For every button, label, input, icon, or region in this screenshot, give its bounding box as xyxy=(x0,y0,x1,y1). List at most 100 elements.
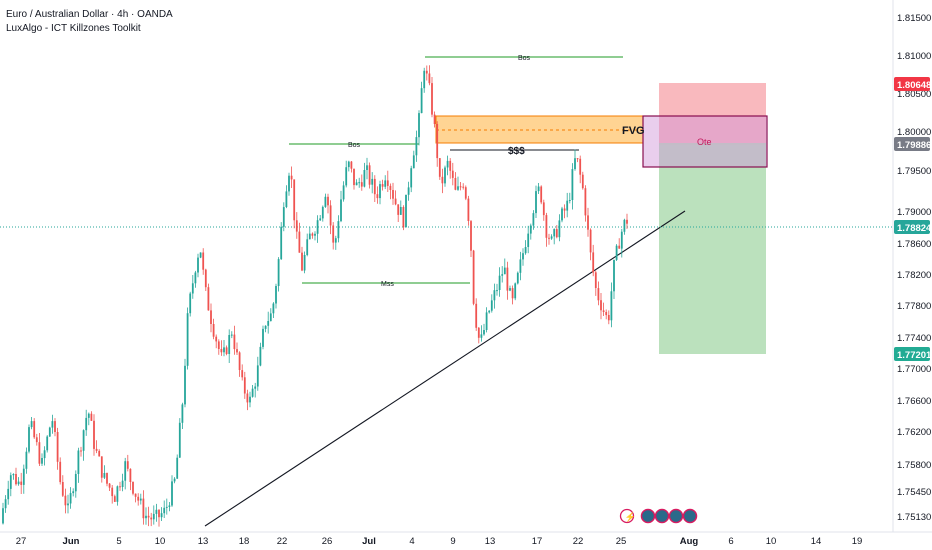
candle-body xyxy=(301,252,303,271)
candle-body xyxy=(28,427,30,452)
candle-body xyxy=(428,73,431,84)
candle-body xyxy=(145,515,147,519)
candle-body xyxy=(298,231,301,253)
economic-event-icon[interactable] xyxy=(682,508,698,524)
event-icons[interactable]: ⚡ xyxy=(619,508,698,524)
candle-body xyxy=(347,161,350,168)
candle-body xyxy=(64,495,67,506)
candle-body xyxy=(67,503,69,506)
candle-body xyxy=(111,487,114,497)
candle-body xyxy=(152,513,155,520)
candle-body xyxy=(90,413,93,421)
candle-body xyxy=(2,508,4,524)
candle-body xyxy=(477,327,480,338)
candle-body xyxy=(46,436,49,451)
candle-body xyxy=(124,461,127,481)
candle-body xyxy=(405,194,407,228)
svg-text:1.79886: 1.79886 xyxy=(897,140,931,151)
candle-body xyxy=(212,324,215,337)
candle-body xyxy=(308,233,311,240)
candle-body xyxy=(457,186,459,190)
candle-body xyxy=(69,493,72,504)
candle-body xyxy=(168,505,171,507)
candle-body xyxy=(373,178,376,195)
candle-body xyxy=(264,325,267,329)
price-tick-label: 1.76200 xyxy=(897,427,931,438)
candle-body xyxy=(503,267,506,275)
candle-body xyxy=(610,291,613,321)
candle-body xyxy=(620,231,623,249)
candle-body xyxy=(516,272,519,284)
candle-body xyxy=(225,347,228,354)
candle-body xyxy=(15,474,17,485)
candle-body xyxy=(61,482,64,496)
candle-body xyxy=(592,252,595,273)
candle-body xyxy=(566,200,569,211)
time-axis[interactable]: 27 Jun 5 10 13 18 22 26 Jul 4 9 13 17 22 25 Aug 6 10 14 19 xyxy=(16,536,863,547)
candle-body xyxy=(228,335,231,354)
candle-body xyxy=(189,293,192,314)
ote-label: Ote xyxy=(697,137,712,147)
candle-body xyxy=(210,310,212,324)
price-tick-label: 1.76600 xyxy=(897,396,931,407)
candle-body xyxy=(584,188,587,216)
candle-body xyxy=(303,255,306,271)
ote-box[interactable] xyxy=(642,115,768,168)
economic-event-icon[interactable] xyxy=(654,508,670,524)
candle-body xyxy=(103,473,106,478)
price-tick-label: 1.75450 xyxy=(897,487,931,498)
mss-label: Mss xyxy=(381,281,394,288)
candle-body xyxy=(277,259,280,286)
candle-body xyxy=(501,274,504,276)
candle-body xyxy=(324,196,327,207)
candle-body xyxy=(379,184,381,199)
candle-body xyxy=(386,180,389,186)
price-tick-label: 1.79500 xyxy=(897,166,931,177)
candle-body xyxy=(597,288,600,301)
candle-body xyxy=(316,220,319,234)
candle-body xyxy=(54,421,56,432)
candle-body xyxy=(95,448,98,451)
candle-body xyxy=(568,200,571,201)
candle-body xyxy=(20,481,23,485)
candle-body xyxy=(381,184,384,187)
candle-body xyxy=(626,219,628,224)
candle-body xyxy=(38,442,41,464)
candle-body xyxy=(410,168,413,188)
candle-body xyxy=(415,137,418,156)
candle-body xyxy=(204,269,207,288)
candle-body xyxy=(581,174,584,189)
candle-body xyxy=(243,377,246,394)
price-axis[interactable]: 1.81500 1.81000 1.80500 1.80000 1.79500 1.790… xyxy=(897,13,931,523)
candle-body xyxy=(433,114,436,124)
candle-body xyxy=(82,430,85,451)
flash-event-icon[interactable] xyxy=(619,508,635,524)
candle-body xyxy=(363,170,366,187)
candle-body xyxy=(522,253,524,260)
candle-body xyxy=(272,303,275,314)
trendline[interactable] xyxy=(204,210,686,527)
economic-event-icon[interactable] xyxy=(640,508,656,524)
candle-body xyxy=(7,488,10,500)
economic-event-icon[interactable] xyxy=(668,508,684,524)
candle-body xyxy=(215,336,218,342)
date-tick-label: 4 xyxy=(409,536,414,547)
stop-loss-zone xyxy=(659,83,766,145)
candle-body xyxy=(555,229,558,238)
candle-body xyxy=(262,328,264,347)
candle-body xyxy=(441,176,444,184)
stop-price-tag: 1.80648 xyxy=(894,77,931,91)
candle-body xyxy=(337,221,340,239)
last-price-tag: 1.78824 xyxy=(894,220,932,234)
date-tick-label: 10 xyxy=(155,536,166,547)
price-tick-label: 1.77400 xyxy=(897,333,931,344)
candle-body xyxy=(319,218,322,221)
candle-body xyxy=(85,417,88,431)
candle-body xyxy=(527,233,530,247)
candle-body xyxy=(35,437,38,443)
candle-body xyxy=(327,196,329,206)
candle-body xyxy=(106,473,108,484)
candle-body xyxy=(233,334,236,350)
date-tick-label: 18 xyxy=(239,536,250,547)
